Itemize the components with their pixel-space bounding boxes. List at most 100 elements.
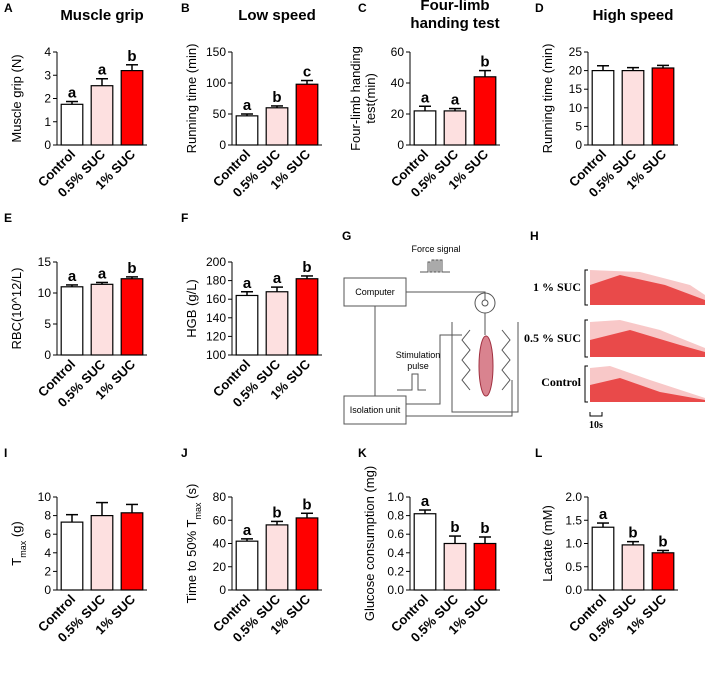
y-tick-label: 8 [44, 509, 51, 523]
wire [406, 380, 513, 417]
y-tick-label: 0 [44, 138, 51, 152]
bar [473, 76, 497, 146]
panel-letter: E [4, 211, 12, 225]
y-axis-label: Lactate (mM) [540, 505, 555, 582]
trace-label: 1 % SUC [533, 280, 581, 294]
y-axis-label: Running time (min) [184, 44, 199, 154]
trace-label: 0.5 % SUC [524, 331, 581, 345]
y-axis-label: HGB (g/L) [184, 279, 199, 338]
bar [265, 291, 289, 356]
setup-diagram [343, 259, 519, 425]
bar [60, 286, 84, 356]
y-tick-label: 0 [44, 583, 51, 597]
bar [235, 540, 259, 591]
y-tick-label: 10 [38, 490, 52, 504]
bar [90, 85, 114, 146]
y-tick-label: 15 [569, 82, 583, 96]
panel-letter: G [342, 229, 351, 243]
pulse-trace [397, 373, 426, 391]
y-tick-label: 150 [206, 45, 226, 59]
y-tick-label: 60 [391, 45, 405, 59]
bar [235, 115, 259, 146]
muscle [478, 335, 494, 397]
bar [413, 110, 437, 146]
panel-letter: B [181, 1, 190, 15]
y-axis-label-part: max [18, 540, 28, 558]
y-tick-label: 0.5 [565, 560, 582, 574]
y-tick-label: 6 [44, 527, 51, 541]
trace-label: Control [541, 375, 581, 389]
y-tick-label: 120 [206, 329, 226, 343]
bar [591, 526, 615, 591]
y-tick-label: 80 [213, 490, 227, 504]
bar [265, 524, 289, 591]
bar [651, 67, 675, 146]
y-tick-label: 0.0 [565, 583, 582, 597]
signal-label: pulse [407, 361, 429, 371]
trace [590, 378, 705, 402]
y-tick-label: 1.5 [565, 513, 582, 527]
y-tick-label: 0 [219, 138, 226, 152]
y-tick-label: 160 [206, 292, 226, 306]
significance-letter: b [628, 525, 637, 542]
bar [621, 544, 645, 591]
y-tick-label: 0 [219, 583, 226, 597]
signal-label: Stimulation [396, 350, 441, 360]
significance-letter: a [98, 265, 107, 282]
chart-title: Muscle grip [60, 7, 143, 24]
y-tick-label: 1 [44, 115, 51, 129]
y-tick-label: 0.0 [387, 583, 404, 597]
bracket [584, 269, 603, 417]
y-axis-label-part: T [9, 558, 24, 566]
significance-letter: c [303, 64, 311, 81]
significance-letter: b [302, 496, 311, 513]
bar [90, 514, 114, 591]
electrode [461, 329, 471, 391]
bar [473, 542, 497, 591]
significance-letter: b [127, 48, 136, 65]
transducer-core [481, 299, 489, 307]
scale-label: 10s [589, 420, 603, 431]
y-tick-label: 100 [206, 76, 226, 90]
significance-letter: b [272, 89, 281, 106]
significance-letter: a [451, 92, 460, 109]
y-tick-label: 10 [569, 101, 583, 115]
y-tick-label: 180 [206, 274, 226, 288]
y-tick-label: 25 [569, 45, 583, 59]
y-axis-label: Four-limb handing [348, 46, 363, 151]
y-axis-label: Time to 50% Tmax (s) [184, 484, 203, 604]
bar [60, 521, 84, 591]
wire [406, 334, 462, 405]
panel-letter: K [358, 446, 367, 460]
y-tick-label: 200 [206, 255, 226, 269]
significance-letter: a [421, 89, 430, 106]
bar [265, 107, 289, 146]
y-tick-label: 4 [44, 45, 51, 59]
chart-title: Four-limb [420, 0, 489, 14]
bar [591, 69, 615, 146]
significance-letter: a [243, 522, 252, 539]
wire [406, 291, 486, 300]
y-tick-label: 2 [44, 564, 51, 578]
y-tick-label: 2.0 [565, 490, 582, 504]
y-axis-label-part: Time to 50% T [184, 519, 199, 603]
bar [443, 110, 467, 146]
y-tick-label: 1.0 [565, 537, 582, 551]
y-axis-label-part: max [193, 502, 203, 520]
significance-letter: b [658, 533, 667, 550]
y-tick-label: 0.2 [387, 564, 404, 578]
y-tick-label: 50 [213, 107, 227, 121]
bar [235, 294, 259, 356]
significance-letter: b [480, 54, 489, 71]
bar [621, 69, 645, 146]
significance-letter: a [68, 85, 77, 102]
y-tick-label: 5 [44, 317, 51, 331]
significance-letter: a [243, 97, 252, 114]
bar [651, 552, 675, 591]
y-axis-label: test(min) [363, 73, 378, 124]
trace [590, 330, 705, 357]
significance-letter: a [599, 506, 608, 523]
significance-letter: b [272, 504, 281, 521]
y-tick-label: 140 [206, 311, 226, 325]
